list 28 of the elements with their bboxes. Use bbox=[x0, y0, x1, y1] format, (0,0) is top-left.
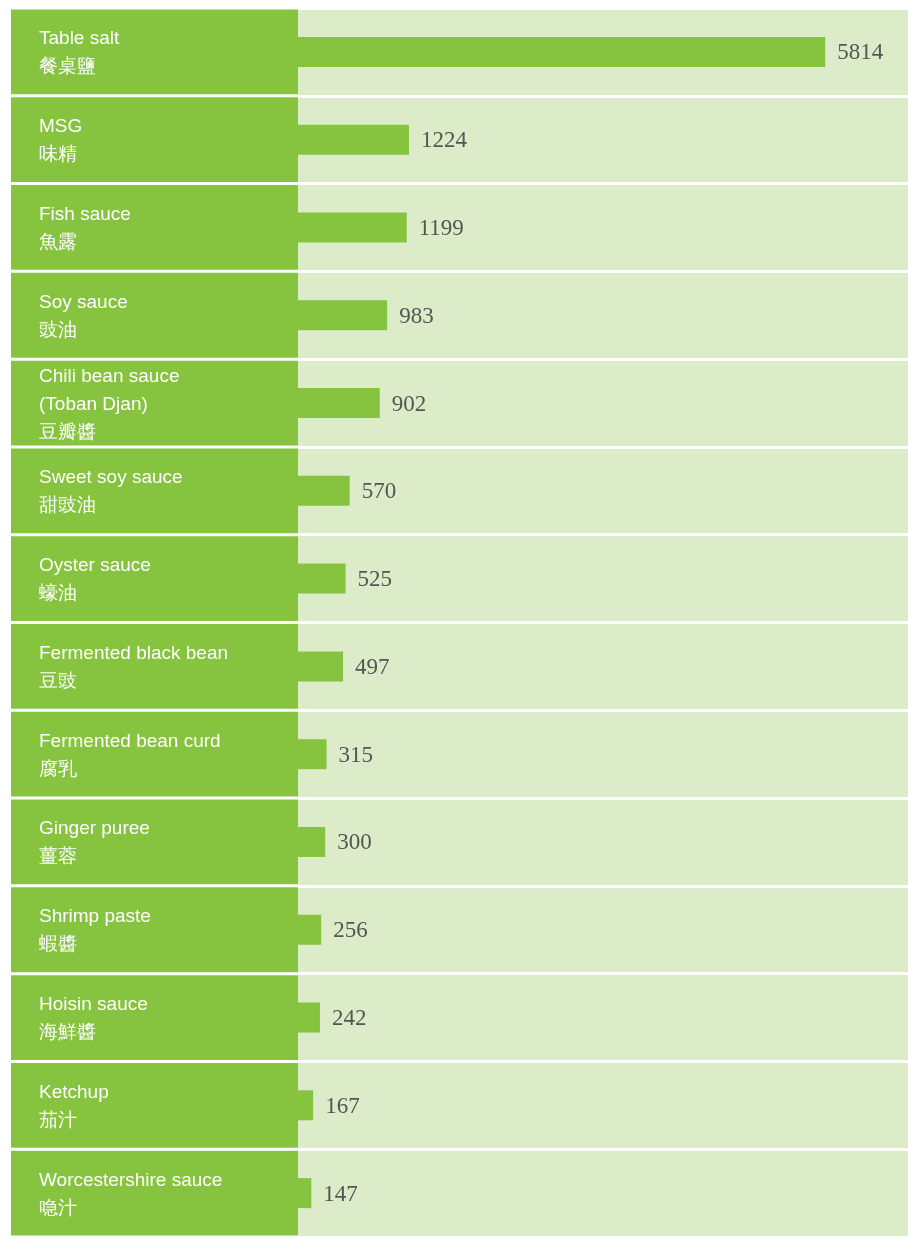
y-tick-label: Soy sauce 豉油 bbox=[39, 290, 128, 340]
data-label: 902 bbox=[391, 390, 427, 416]
data-label: 147 bbox=[323, 1180, 358, 1206]
data-label: 242 bbox=[331, 1005, 367, 1031]
data-label: 1224 bbox=[420, 127, 468, 153]
y-tick-label: Hoisin sauce 海鮮醬 bbox=[39, 993, 148, 1043]
y-tick-label: Sweet soy sauce 甜豉油 bbox=[39, 466, 183, 516]
data-label: 570 bbox=[361, 478, 397, 504]
y-tick-label: Fermented black bean 豆豉 bbox=[39, 641, 229, 691]
data-label: 167 bbox=[325, 1092, 360, 1118]
y-tick-label: Fermented bean curd 腐乳 bbox=[39, 729, 221, 779]
data-label: 256 bbox=[333, 917, 368, 943]
data-label: 315 bbox=[338, 741, 374, 767]
y-tick-label: Oyster sauce 蠔油 bbox=[39, 554, 151, 604]
y-tick-label: MSG 味精 bbox=[39, 115, 83, 165]
data-label: 497 bbox=[355, 653, 390, 679]
data-label: 983 bbox=[399, 302, 434, 328]
y-tick-label: Table salt 餐桌鹽 bbox=[39, 27, 120, 77]
y-tick-label: Ginger puree 薑蓉 bbox=[39, 817, 150, 867]
y-tick-label: Worcestershire sauce 喼汁 bbox=[39, 1168, 223, 1218]
data-label: 5814 bbox=[837, 39, 884, 65]
y-tick-label: Shrimp paste 蝦醬 bbox=[39, 905, 151, 955]
data-label: 1199 bbox=[418, 214, 464, 240]
y-tick-label: Ketchup 茄汁 bbox=[39, 1080, 109, 1130]
data-label: 525 bbox=[357, 566, 393, 592]
y-tick-label: Chili bean sauce (Toban Djan) 豆瓣醬 bbox=[39, 364, 180, 442]
data-label: 300 bbox=[337, 829, 372, 855]
y-tick-label: Fish sauce 魚露 bbox=[39, 202, 131, 252]
